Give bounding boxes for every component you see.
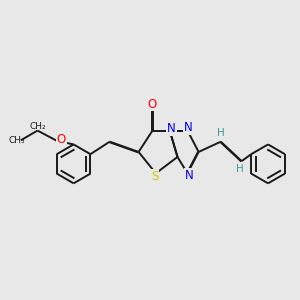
Text: O: O	[56, 133, 66, 146]
Text: CH₃: CH₃	[8, 136, 25, 145]
Text: S: S	[151, 169, 158, 183]
Text: CH₂: CH₂	[29, 122, 46, 131]
Text: N: N	[167, 122, 176, 135]
Text: N: N	[184, 169, 193, 182]
Text: O: O	[148, 98, 157, 111]
Text: H: H	[236, 164, 244, 174]
Text: N: N	[184, 121, 192, 134]
Text: H: H	[217, 128, 225, 138]
